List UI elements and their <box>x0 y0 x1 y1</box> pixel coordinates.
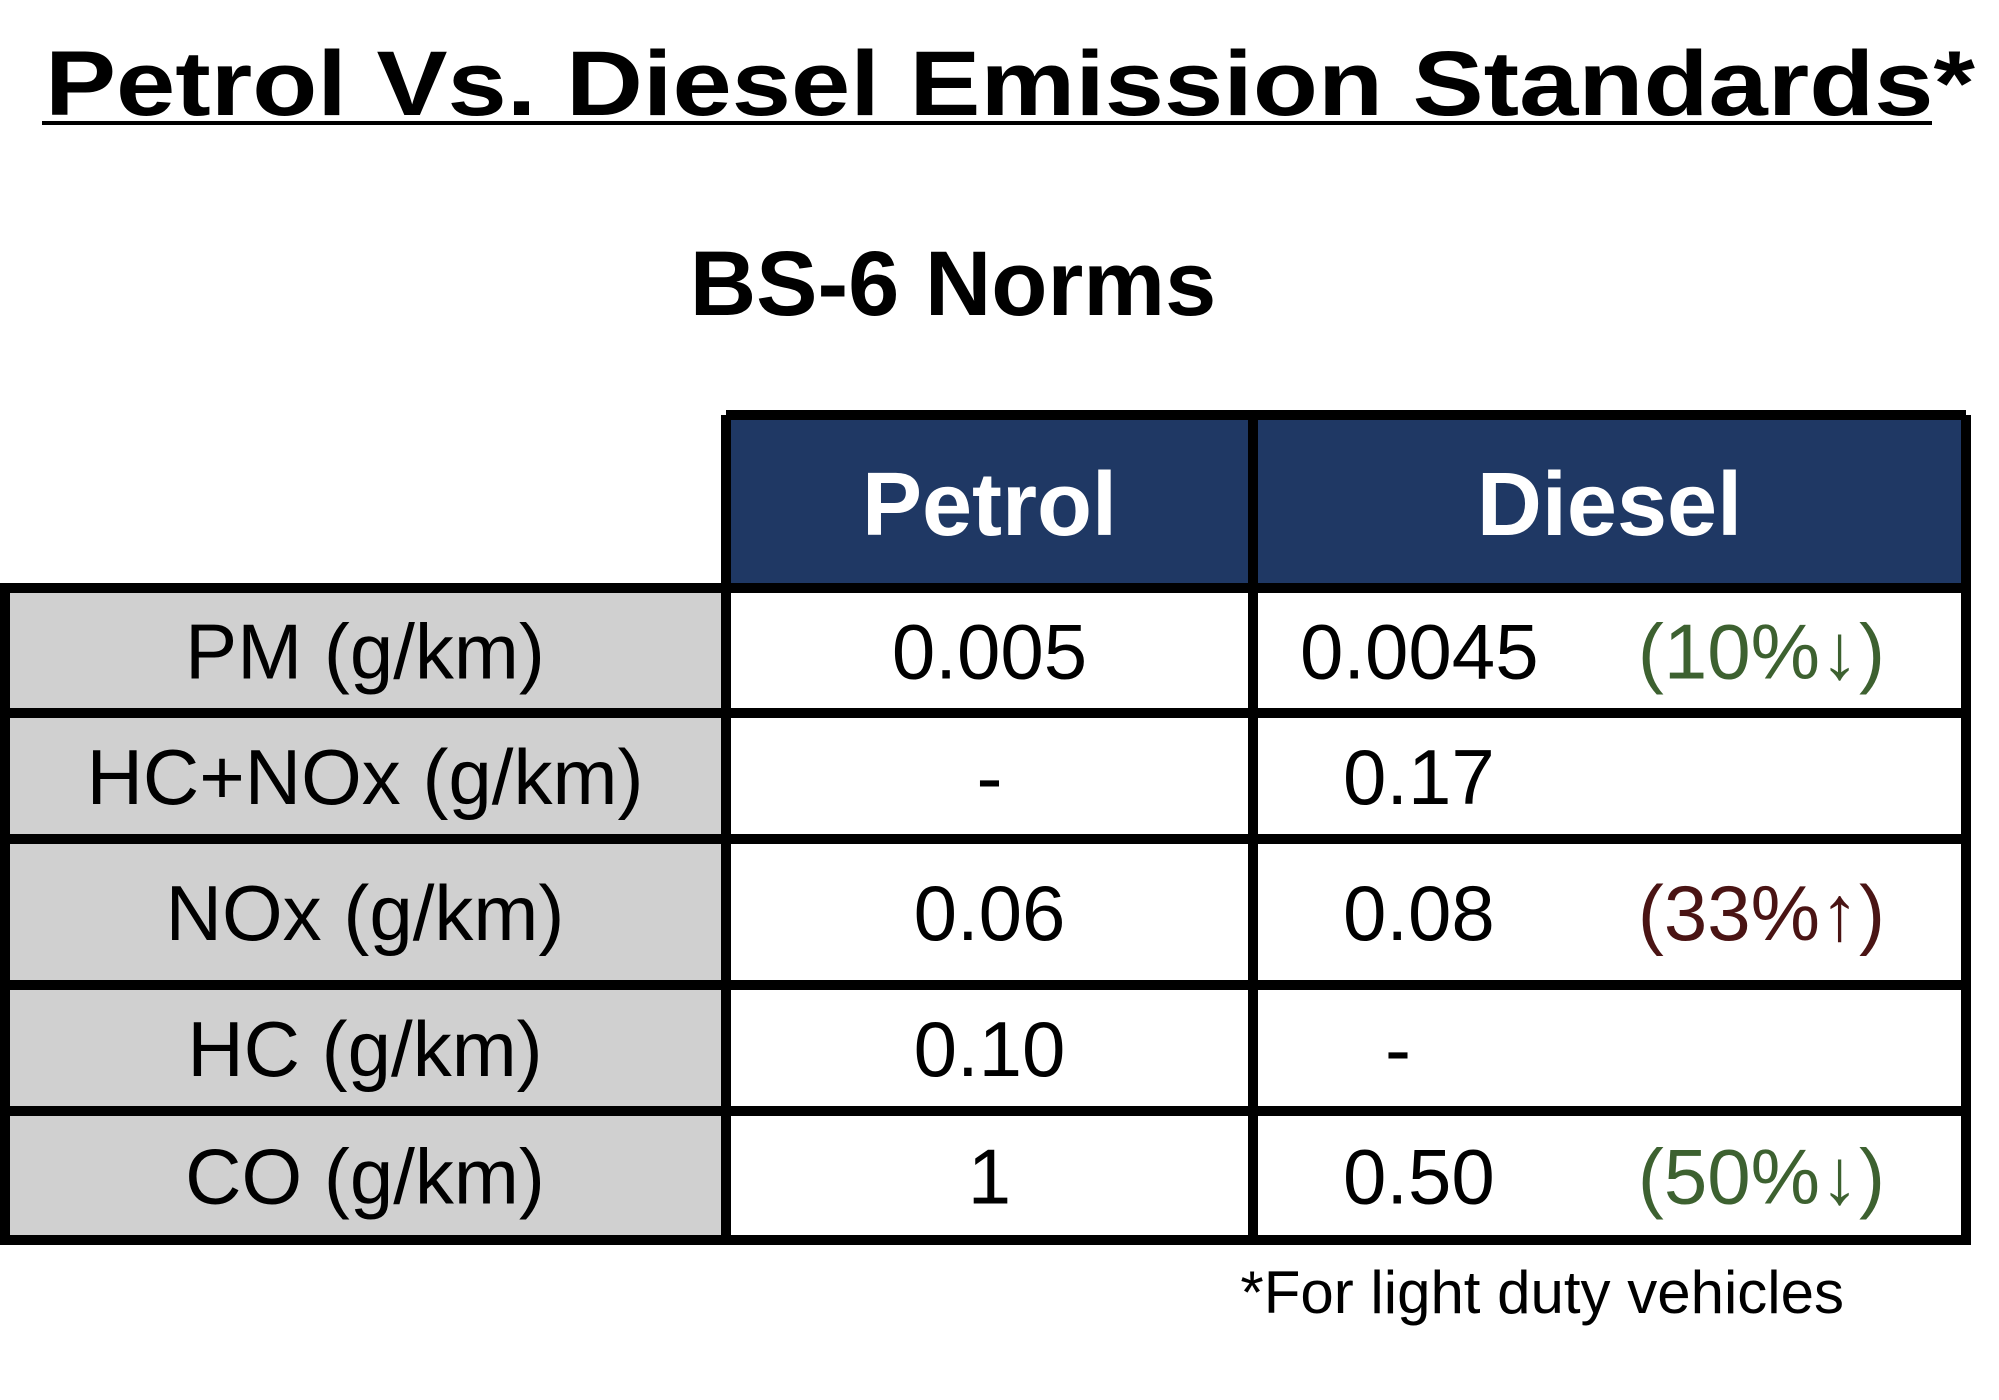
petrol-value: - <box>977 733 1003 821</box>
diesel-value: 0.17 <box>1343 733 1495 821</box>
row-label-bg <box>0 985 726 1111</box>
row-label-bg <box>0 1111 726 1240</box>
column-header: Diesel <box>1477 455 1742 555</box>
diesel-value: - <box>1385 1005 1411 1093</box>
diesel-value: 0.0045 <box>1300 608 1539 696</box>
row-label-bg <box>0 588 726 713</box>
header-bg <box>726 415 1966 588</box>
footnote: *For light duty vehicles <box>1240 1259 1844 1326</box>
diesel-value: 0.50 <box>1343 1133 1495 1221</box>
row-label: HC (g/km) <box>187 1005 542 1093</box>
change: (10%↓) <box>1638 608 1885 696</box>
title: Petrol Vs. Diesel Emission Standards* <box>45 33 1975 135</box>
row-label-bg <box>0 713 726 839</box>
petrol-value: 1 <box>968 1133 1011 1221</box>
row-label: CO (g/km) <box>185 1133 545 1221</box>
petrol-value: 0.005 <box>892 608 1087 696</box>
subtitle: BS-6 Norms <box>690 233 1217 335</box>
change: (33%↑) <box>1638 869 1885 957</box>
table: Petrol Diesel PM (g/km) 0.005 0.0045 (10%↓) HC… <box>0 410 1971 1245</box>
petrol-value: 0.10 <box>914 1005 1066 1093</box>
diesel-value: 0.08 <box>1343 869 1495 957</box>
change: (50%↓) <box>1638 1133 1885 1221</box>
row-label: PM (g/km) <box>185 608 545 696</box>
row-label: NOx (g/km) <box>166 869 565 957</box>
row-label: HC+NOx (g/km) <box>87 733 644 821</box>
column-header: Petrol <box>862 455 1117 555</box>
petrol-value: 0.06 <box>914 869 1066 957</box>
row-label-bg <box>0 839 726 985</box>
